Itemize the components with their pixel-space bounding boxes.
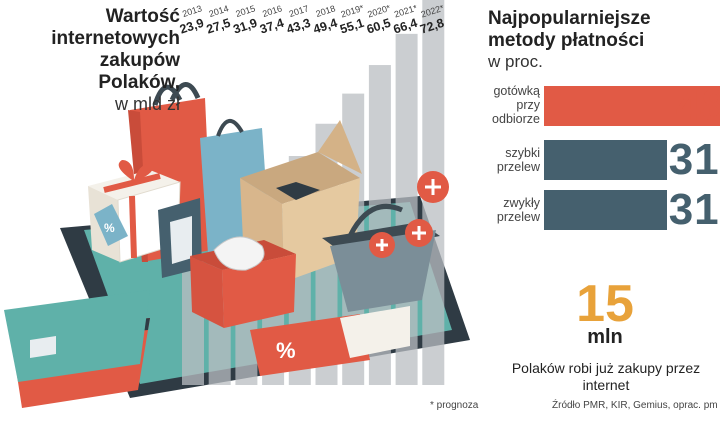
- left-chart-unit: w mld zł: [114, 94, 180, 114]
- svg-text:%: %: [104, 221, 115, 235]
- payment-bar-label: zwykły przelew: [496, 196, 540, 224]
- payment-bar: [544, 140, 667, 180]
- year-value-label: 43,3: [285, 16, 313, 37]
- shoe-box-icon: [190, 236, 296, 328]
- left-chart-title: Wartość internetowych zakupów Polaków,: [51, 6, 180, 93]
- credit-card-icon: [4, 290, 150, 408]
- right-chart-title: Najpopularniejsze metody płatności: [488, 8, 651, 51]
- payment-bar-label: szybki przelew: [496, 146, 540, 174]
- plus-badge-icon: [369, 171, 449, 258]
- payment-bar: [544, 190, 667, 230]
- stat-value: 15: [576, 275, 634, 333]
- svg-text:%: %: [276, 338, 296, 363]
- payment-bar-row: zwykły przelew 31: [468, 185, 719, 234]
- stat-caption: Polaków robi już zakupy przez internet: [511, 360, 701, 393]
- year-value-label: 49,4: [312, 16, 340, 37]
- payment-bar-row: gotówką przy odbiorze 48: [468, 81, 720, 130]
- year-value-label: 37,4: [258, 16, 286, 37]
- right-chart-unit: w proc.: [488, 52, 543, 71]
- discount-coupon-icon: %: [250, 306, 410, 376]
- stat-unit: mln: [587, 326, 623, 348]
- footnote: * prognoza: [430, 400, 479, 411]
- payment-bar-value: 48: [676, 81, 720, 130]
- percent-tag-icon: %: [94, 204, 128, 246]
- payment-bar: [544, 86, 720, 126]
- year-value-label: 23,9: [178, 16, 206, 37]
- payment-bar-row: szybki przelew 31: [468, 135, 719, 184]
- payment-bar-label: gotówką przy odbiorze: [492, 84, 540, 126]
- payment-bar-value: 31: [668, 185, 720, 234]
- year-value-label: 31,9: [231, 16, 259, 37]
- payment-bar-value: 31: [668, 135, 720, 184]
- year-value-label: 27,5: [205, 16, 233, 37]
- source-note: Źródło PMR, KIR, Gemius, oprac. pm: [552, 400, 718, 411]
